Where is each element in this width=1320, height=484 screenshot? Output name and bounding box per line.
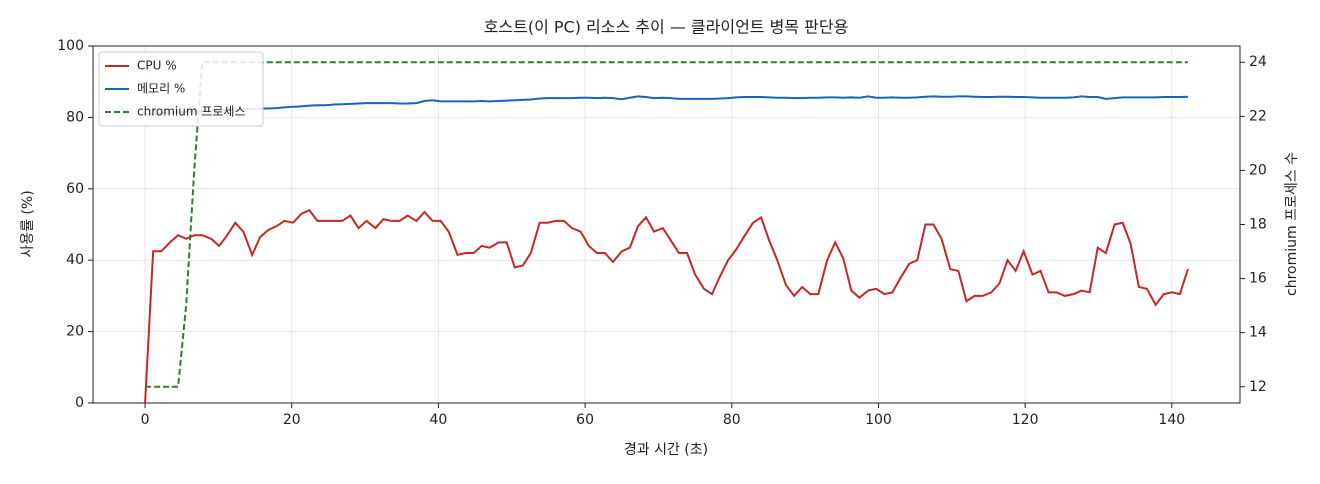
y2-tick-label: 14: [1249, 325, 1267, 341]
series-line: [144, 208, 1189, 404]
series-line: [145, 61, 1188, 388]
y2-tick-label: 12: [1249, 379, 1267, 395]
legend-label: 메모리 %: [137, 82, 185, 96]
legend-label: chromium 프로세스: [137, 105, 246, 119]
y2-tick-label: 24: [1249, 54, 1267, 70]
y2-axis-label: chromium 프로세스 수: [1284, 152, 1300, 296]
x-tick-label: 20: [283, 412, 301, 428]
y-tick-label: 0: [75, 395, 84, 411]
x-tick-label: 80: [723, 412, 741, 428]
y-tick-label: 60: [66, 181, 84, 197]
y-tick-label: 80: [66, 109, 84, 125]
y-axis-label: 사용률 (%): [20, 190, 36, 257]
y-tick-label: 20: [66, 324, 84, 340]
chart-title: 호스트(이 PC) 리소스 추이 — 클라이언트 병목 판단용: [484, 18, 849, 37]
legend-label: CPU %: [137, 59, 177, 73]
y2-tick-label: 22: [1249, 108, 1267, 124]
y2-tick-label: 20: [1249, 162, 1267, 178]
y-tick-label: 100: [57, 38, 84, 54]
x-tick-label: 100: [865, 412, 892, 428]
legend-box: [98, 51, 264, 127]
x-tick-label: 120: [1012, 412, 1039, 428]
plot-frame: [92, 45, 1241, 404]
series-line: [145, 95, 1188, 115]
x-tick-label: 0: [141, 412, 150, 428]
y-tick-label: 40: [66, 252, 84, 268]
x-tick-label: 60: [576, 412, 594, 428]
x-tick-label: 40: [430, 412, 448, 428]
x-axis-label: 경과 시간 (초): [624, 442, 708, 458]
x-tick-label: 140: [1158, 412, 1185, 428]
y2-tick-label: 18: [1249, 217, 1267, 233]
y2-tick-label: 16: [1249, 271, 1267, 287]
